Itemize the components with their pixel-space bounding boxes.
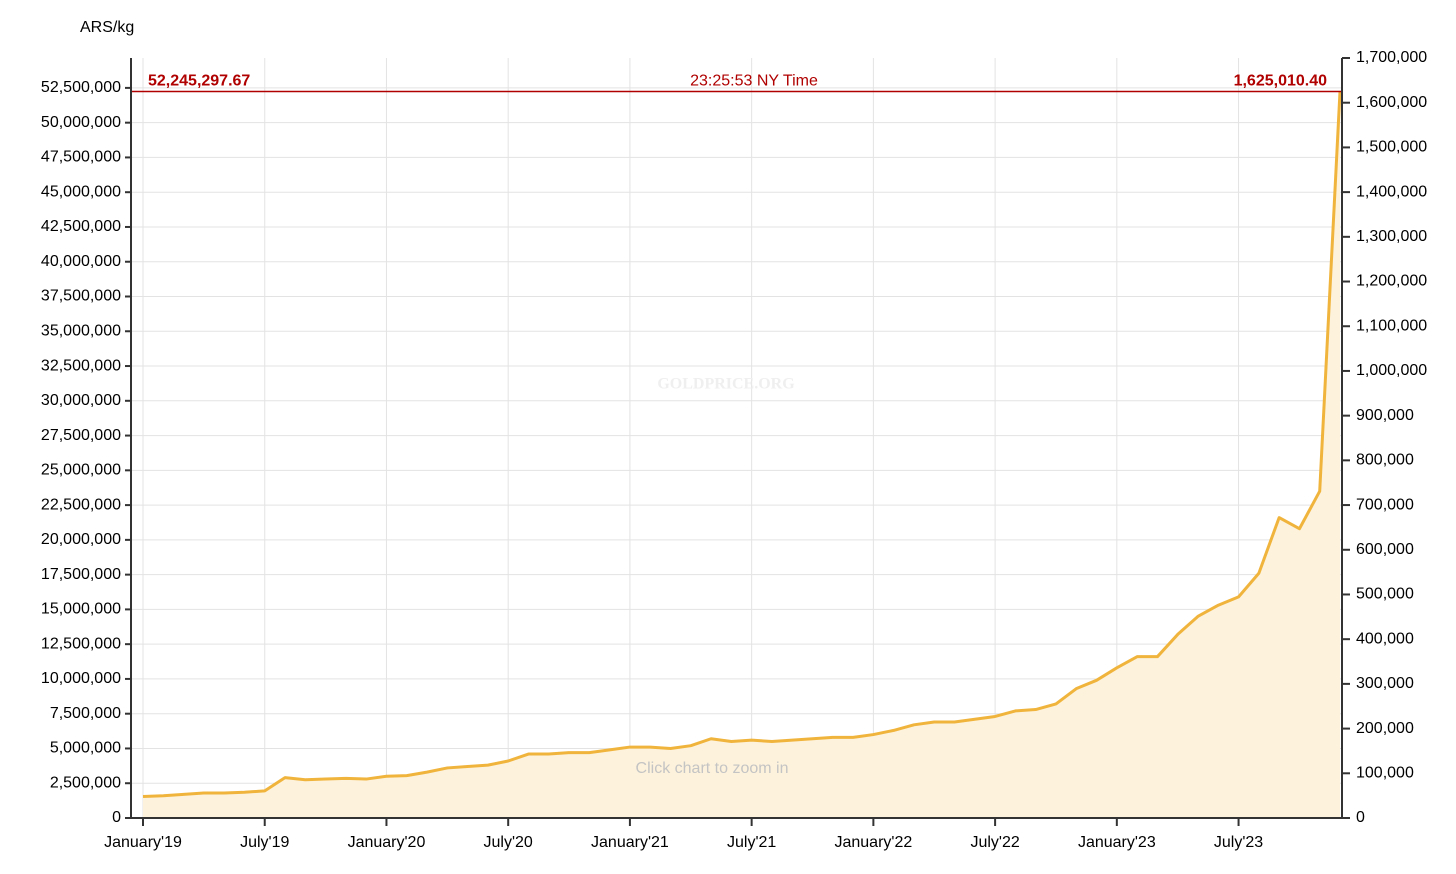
y2-tick-label: 1,100,000 — [1356, 317, 1427, 334]
y-tick-label: 7,500,000 — [50, 705, 121, 722]
y-tick-label: 47,500,000 — [41, 149, 121, 166]
y2-tick-label: 1,400,000 — [1356, 183, 1427, 200]
y2-tick-label: 600,000 — [1356, 541, 1414, 558]
y-tick-label: 15,000,000 — [41, 601, 121, 618]
annotation: 23:25:53 NY Time — [690, 73, 818, 90]
x-tick-label: January'20 — [348, 834, 426, 851]
x-tick-label: January'21 — [591, 834, 669, 851]
y-tick-label: 32,500,000 — [41, 357, 121, 374]
y-tick-label: 2,500,000 — [50, 774, 121, 791]
y2-tick-label: 400,000 — [1356, 630, 1414, 647]
x-tick-label: January'23 — [1078, 834, 1156, 851]
y2-tick-label: 1,000,000 — [1356, 362, 1427, 379]
watermark: GOLDPRICE.ORG — [657, 376, 795, 393]
y-tick-label: 45,000,000 — [41, 183, 121, 200]
y-tick-label: 50,000,000 — [41, 114, 121, 131]
y-tick-label: 20,000,000 — [41, 531, 121, 548]
y2-tick-label: 200,000 — [1356, 720, 1414, 737]
x-tick-label: July'23 — [1214, 834, 1263, 851]
hint: Click chart to zoom in — [636, 760, 789, 777]
y2-tick-label: 1,500,000 — [1356, 139, 1427, 156]
y-tick-label: 12,500,000 — [41, 635, 121, 652]
y-tick-label: 52,500,000 — [41, 79, 121, 96]
y-tick-label: 22,500,000 — [41, 496, 121, 513]
x-tick-label: July'21 — [727, 834, 776, 851]
line — [142, 91, 1342, 798]
x-tick-label: July'19 — [240, 834, 289, 851]
y-tick-label: 42,500,000 — [41, 218, 121, 235]
y-tick-label: 5,000,000 — [50, 740, 121, 757]
y2-tick-label: 1,200,000 — [1356, 273, 1427, 290]
annotation: 1,625,010.40 — [1234, 73, 1328, 90]
y-tick-label: 35,000,000 — [41, 322, 121, 339]
y2-tick-label: 700,000 — [1356, 496, 1414, 513]
x-tick-label: July'22 — [970, 834, 1019, 851]
y-tick-label: 40,000,000 — [41, 253, 121, 270]
y-tick-label: 0 — [112, 809, 121, 826]
area — [143, 91, 1340, 819]
y-tick-label: 25,000,000 — [41, 462, 121, 479]
y2-tick-label: 300,000 — [1356, 675, 1414, 692]
y2-tick-label: 1,700,000 — [1356, 49, 1427, 66]
y-tick-label: 30,000,000 — [41, 392, 121, 409]
y2-tick-label: 900,000 — [1356, 407, 1414, 424]
annotation: 52,245,297.67 — [148, 73, 250, 90]
y2-tick-label: 500,000 — [1356, 586, 1414, 603]
y-axis-label: ARS/kg — [80, 19, 134, 36]
y-tick-label: 17,500,000 — [41, 566, 121, 583]
y2-tick-label: 1,600,000 — [1356, 94, 1427, 111]
y-tick-label: 27,500,000 — [41, 427, 121, 444]
y-tick-label: 10,000,000 — [41, 670, 121, 687]
y2-tick-label: 800,000 — [1356, 452, 1414, 469]
y-tick-label: 37,500,000 — [41, 288, 121, 305]
y2-tick-label: 100,000 — [1356, 765, 1414, 782]
y2-tick-label: 0 — [1356, 809, 1365, 826]
x-tick-label: July'20 — [484, 834, 533, 851]
x-tick-label: January'22 — [834, 834, 912, 851]
x-tick-label: January'19 — [104, 834, 182, 851]
y2-tick-label: 1,300,000 — [1356, 228, 1427, 245]
